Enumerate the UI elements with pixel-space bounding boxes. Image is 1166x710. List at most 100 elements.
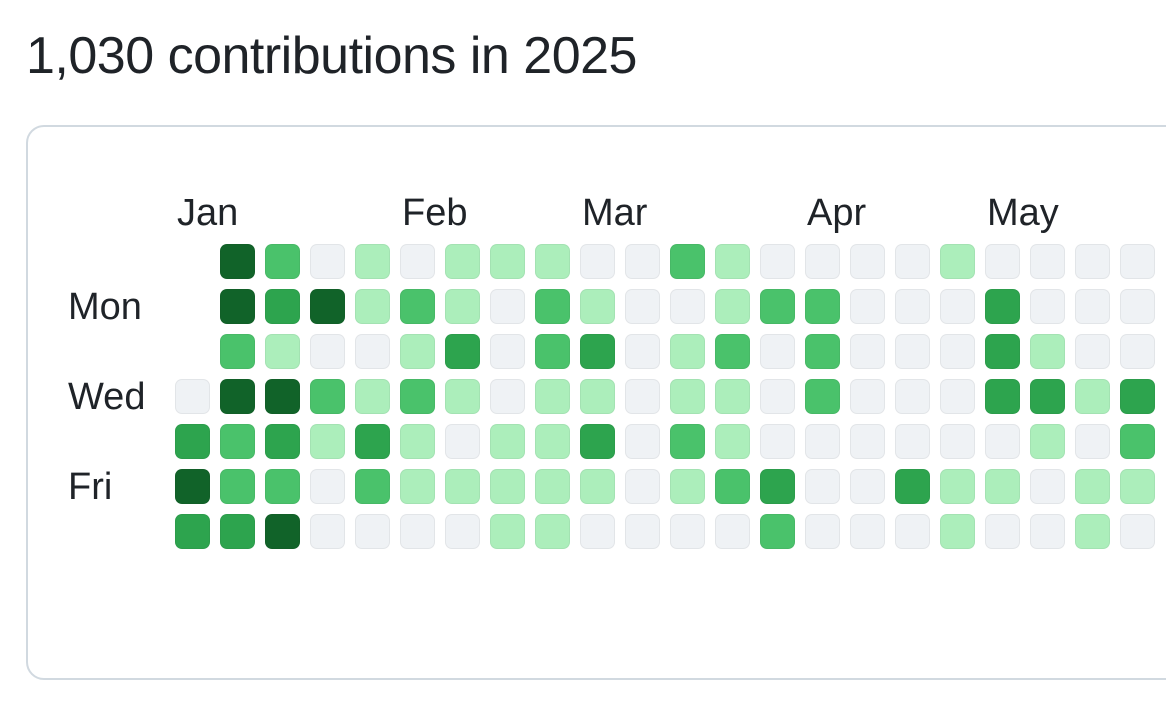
contribution-day-cell[interactable] (760, 514, 795, 549)
contribution-day-cell[interactable] (1120, 289, 1155, 324)
contribution-day-cell[interactable] (715, 244, 750, 279)
contribution-day-cell[interactable] (1075, 334, 1110, 369)
contribution-day-cell[interactable] (535, 514, 570, 549)
contribution-day-cell[interactable] (355, 289, 390, 324)
contribution-day-cell[interactable] (400, 334, 435, 369)
contribution-day-cell[interactable] (265, 379, 300, 414)
contribution-day-cell[interactable] (805, 379, 840, 414)
contribution-day-cell[interactable] (490, 469, 525, 504)
contribution-day-cell[interactable] (535, 469, 570, 504)
contribution-day-cell[interactable] (265, 244, 300, 279)
contribution-day-cell[interactable] (670, 334, 705, 369)
contribution-day-cell[interactable] (715, 379, 750, 414)
contribution-day-cell[interactable] (670, 289, 705, 324)
contribution-day-cell[interactable] (670, 379, 705, 414)
contribution-day-cell[interactable] (220, 514, 255, 549)
contribution-day-cell[interactable] (400, 244, 435, 279)
contribution-day-cell[interactable] (985, 379, 1020, 414)
contribution-day-cell[interactable] (445, 424, 480, 459)
contribution-day-cell[interactable] (1075, 244, 1110, 279)
contribution-day-cell[interactable] (895, 244, 930, 279)
contribution-day-cell[interactable] (940, 424, 975, 459)
contribution-day-cell[interactable] (355, 379, 390, 414)
contribution-day-cell[interactable] (985, 244, 1020, 279)
contribution-day-cell[interactable] (490, 514, 525, 549)
contribution-day-cell[interactable] (940, 379, 975, 414)
contribution-day-cell[interactable] (805, 514, 840, 549)
contribution-day-cell[interactable] (580, 334, 615, 369)
contribution-day-cell[interactable] (625, 379, 660, 414)
contribution-day-cell[interactable] (850, 514, 885, 549)
contribution-day-cell[interactable] (490, 379, 525, 414)
contribution-day-cell[interactable] (670, 244, 705, 279)
contribution-day-cell[interactable] (355, 469, 390, 504)
contribution-day-cell[interactable] (445, 514, 480, 549)
contribution-day-cell[interactable] (355, 424, 390, 459)
contribution-day-cell[interactable] (535, 244, 570, 279)
contribution-day-cell[interactable] (985, 514, 1020, 549)
contribution-day-cell[interactable] (445, 379, 480, 414)
contribution-day-cell[interactable] (625, 514, 660, 549)
contribution-day-cell[interactable] (895, 469, 930, 504)
contribution-day-cell[interactable] (760, 289, 795, 324)
contribution-day-cell[interactable] (1120, 244, 1155, 279)
contribution-day-cell[interactable] (985, 469, 1020, 504)
contribution-day-cell[interactable] (355, 334, 390, 369)
contribution-day-cell[interactable] (985, 334, 1020, 369)
contribution-day-cell[interactable] (220, 424, 255, 459)
contribution-day-cell[interactable] (670, 514, 705, 549)
contribution-day-cell[interactable] (625, 289, 660, 324)
contribution-day-cell[interactable] (805, 289, 840, 324)
contribution-day-cell[interactable] (490, 289, 525, 324)
contribution-day-cell[interactable] (760, 379, 795, 414)
contribution-day-cell[interactable] (1075, 469, 1110, 504)
contribution-day-cell[interactable] (535, 334, 570, 369)
contribution-day-cell[interactable] (265, 469, 300, 504)
contribution-day-cell[interactable] (445, 334, 480, 369)
contribution-day-cell[interactable] (1075, 379, 1110, 414)
contribution-day-cell[interactable] (850, 424, 885, 459)
contribution-day-cell[interactable] (355, 514, 390, 549)
contribution-day-cell[interactable] (805, 334, 840, 369)
contribution-day-cell[interactable] (805, 469, 840, 504)
contribution-day-cell[interactable] (175, 469, 210, 504)
contribution-day-cell[interactable] (760, 424, 795, 459)
contribution-day-cell[interactable] (895, 379, 930, 414)
contribution-day-cell[interactable] (310, 379, 345, 414)
contribution-day-cell[interactable] (490, 424, 525, 459)
contribution-day-cell[interactable] (1030, 289, 1065, 324)
contribution-day-cell[interactable] (895, 514, 930, 549)
contribution-day-cell[interactable] (625, 334, 660, 369)
contribution-day-cell[interactable] (580, 424, 615, 459)
contribution-day-cell[interactable] (715, 289, 750, 324)
contribution-day-cell[interactable] (265, 514, 300, 549)
contribution-day-cell[interactable] (1030, 424, 1065, 459)
contribution-day-cell[interactable] (175, 424, 210, 459)
contribution-day-cell[interactable] (850, 379, 885, 414)
contribution-day-cell[interactable] (625, 424, 660, 459)
contribution-day-cell[interactable] (535, 424, 570, 459)
contribution-day-cell[interactable] (220, 244, 255, 279)
contribution-day-cell[interactable] (445, 244, 480, 279)
contribution-day-cell[interactable] (220, 289, 255, 324)
contribution-day-cell[interactable] (400, 379, 435, 414)
contribution-day-cell[interactable] (310, 514, 345, 549)
contribution-day-cell[interactable] (760, 244, 795, 279)
contribution-day-cell[interactable] (805, 244, 840, 279)
contribution-day-cell[interactable] (535, 379, 570, 414)
contribution-day-cell[interactable] (580, 469, 615, 504)
contribution-day-cell[interactable] (670, 469, 705, 504)
contribution-day-cell[interactable] (310, 424, 345, 459)
contribution-day-cell[interactable] (400, 514, 435, 549)
contribution-day-cell[interactable] (1075, 424, 1110, 459)
contribution-day-cell[interactable] (850, 334, 885, 369)
contribution-day-cell[interactable] (715, 334, 750, 369)
contribution-day-cell[interactable] (580, 289, 615, 324)
contribution-day-cell[interactable] (940, 334, 975, 369)
contribution-day-cell[interactable] (1120, 514, 1155, 549)
contribution-day-cell[interactable] (715, 514, 750, 549)
contribution-day-cell[interactable] (895, 334, 930, 369)
contribution-day-cell[interactable] (625, 244, 660, 279)
contribution-day-cell[interactable] (1120, 379, 1155, 414)
contribution-day-cell[interactable] (625, 469, 660, 504)
